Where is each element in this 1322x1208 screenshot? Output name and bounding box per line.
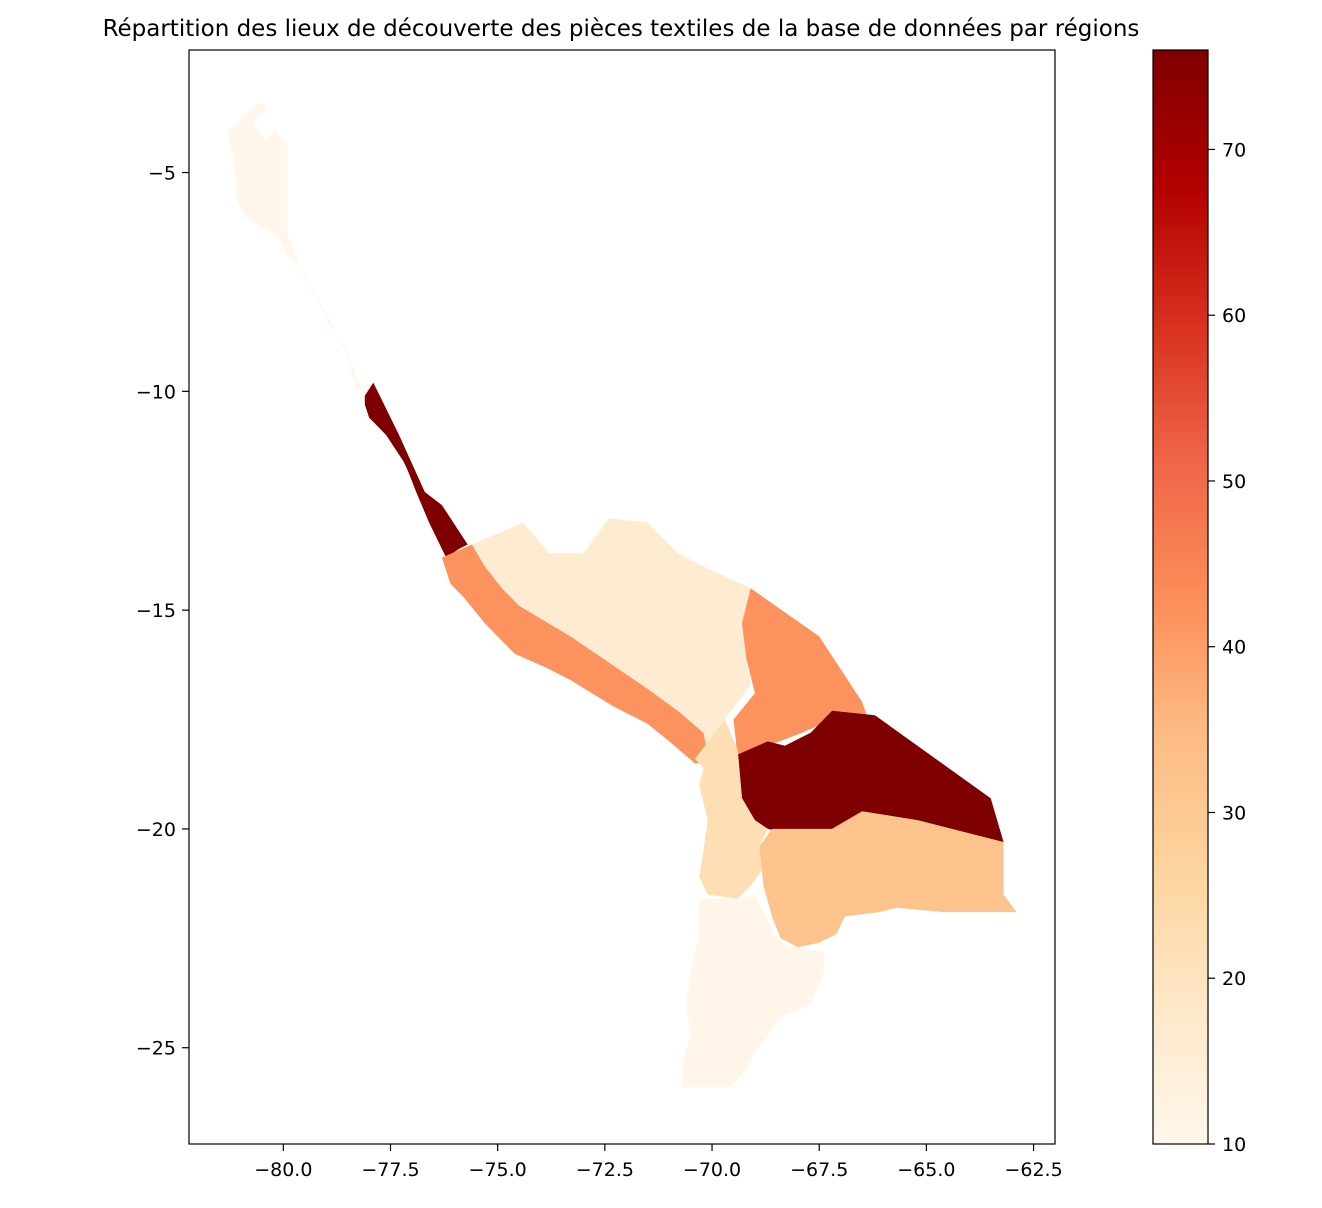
x-tick-label: −72.5 [576, 1159, 634, 1181]
region-8 [759, 811, 1017, 948]
y-tick-label: −20 [136, 819, 176, 841]
y-tick-label: −10 [136, 381, 176, 403]
colorbar-tick-label: 60 [1222, 305, 1246, 327]
region-4 [472, 518, 751, 755]
y-axis: −5 −10 −15 −20 −25 [136, 163, 189, 1060]
x-tick-label: −80.0 [254, 1159, 312, 1181]
x-tick-label: −65.0 [897, 1159, 955, 1181]
region-2 [364, 382, 468, 558]
colorbar: 10 20 30 40 50 60 70 [1152, 49, 1246, 1156]
y-tick-label: −25 [136, 1038, 176, 1060]
chart-title: Répartition des lieux de découverte des … [103, 16, 1140, 42]
colorbar-tick-label: 20 [1222, 968, 1246, 990]
x-tick-label: −77.5 [361, 1159, 419, 1181]
region-3 [441, 544, 712, 764]
region-6 [737, 710, 1004, 843]
colorbar-tick-label: 10 [1222, 1134, 1246, 1156]
colorbar-tick-label: 50 [1222, 471, 1246, 493]
region-layer [227, 102, 1017, 1088]
colorbar-tick-label: 40 [1222, 637, 1246, 659]
region-9 [682, 894, 824, 1088]
region-7 [694, 719, 768, 899]
colorbar-frame [1152, 49, 1209, 1145]
x-tick-label: −70.0 [683, 1159, 741, 1181]
y-tick-label: −15 [136, 600, 176, 622]
x-tick-label: −67.5 [790, 1159, 848, 1181]
colorbar-tick-label: 30 [1222, 802, 1246, 824]
x-axis: −80.0 −77.5 −75.0 −72.5 −70.0 −67.5 −65.0 −62.5 [254, 1144, 1063, 1181]
map-plot-area: −80.0 −77.5 −75.0 −72.5 −70.0 −67.5 −65.0 −62.5… [136, 49, 1063, 1181]
y-tick-label: −5 [148, 163, 176, 185]
colorbar-ticks: 10 20 30 40 50 60 70 [1208, 139, 1246, 1156]
x-tick-label: −62.5 [1004, 1159, 1062, 1181]
colorbar-gradient [1153, 50, 1208, 1144]
x-tick-label: −75.0 [469, 1159, 527, 1181]
colorbar-tick-label: 70 [1222, 139, 1246, 161]
region-1 [227, 102, 374, 392]
plot-frame [188, 49, 1056, 1145]
